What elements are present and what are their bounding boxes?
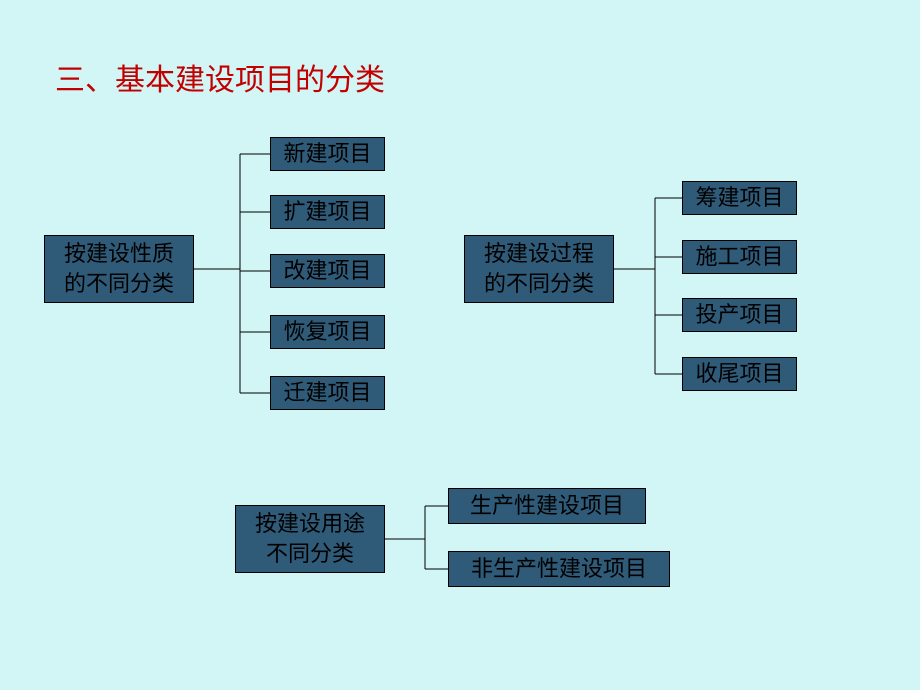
page-title: 三、基本建设项目的分类 [55,55,385,99]
tree-leaf-1-0: 筹建项目 [682,181,797,215]
tree-leaf-0-4: 迁建项目 [270,376,385,410]
tree-leaf-1-3: 收尾项目 [682,357,797,391]
tree-leaf-1-2: 投产项目 [682,298,797,332]
tree-leaf-0-3: 恢复项目 [270,315,385,349]
tree-leaf-2-1: 非生产性建设项目 [448,551,670,587]
tree-root-0: 按建设性质 的不同分类 [44,235,194,303]
tree-leaf-0-0: 新建项目 [270,137,385,171]
tree-leaf-0-1: 扩建项目 [270,195,385,229]
tree-leaf-2-0: 生产性建设项目 [448,488,646,524]
tree-leaf-0-2: 改建项目 [270,254,385,288]
tree-root-1: 按建设过程 的不同分类 [464,235,614,303]
tree-leaf-1-1: 施工项目 [682,240,797,274]
tree-root-2: 按建设用途 不同分类 [235,505,385,573]
